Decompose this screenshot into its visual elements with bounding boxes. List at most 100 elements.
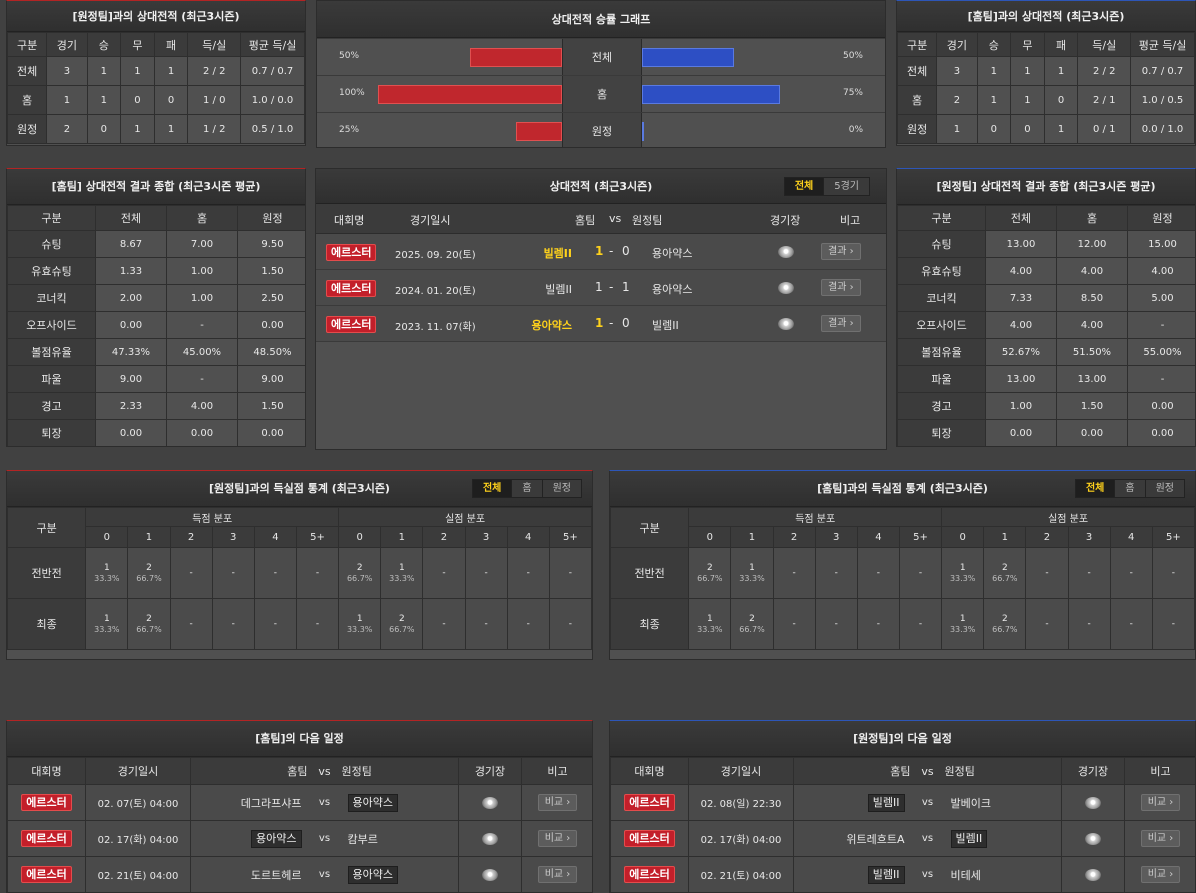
column-header: 홈팀 (190, 757, 308, 785)
scored-cell: - (898, 547, 943, 599)
bucket-header: 3 (464, 526, 508, 548)
compare-button[interactable]: 비교 › (537, 794, 578, 811)
conceded-cell: 1 33.3% (941, 598, 985, 650)
count: - (1045, 567, 1049, 578)
league-badge: 에르스터 (326, 316, 377, 333)
count: 2 (1001, 563, 1008, 573)
compare-button-cell: 비교 › (1124, 856, 1195, 892)
vs-cell: vs (307, 856, 342, 892)
result-button[interactable]: 결과 › (821, 243, 861, 260)
schedule-row[interactable]: 에르스터 02. 08(일) 22:30 빌렘II vs 발베이크 비교 › (610, 784, 1195, 821)
compare-button[interactable]: 비교 › (1140, 830, 1181, 847)
conceded-cell: - (464, 598, 508, 650)
cell-value: 2.33 (95, 392, 167, 420)
stadium-icon[interactable] (778, 246, 794, 258)
cell-value: 1.00 (166, 257, 238, 285)
away-team-cell: 용아약스 (341, 784, 459, 821)
count: - (834, 567, 838, 578)
stadium-icon[interactable] (482, 868, 498, 881)
stadium-icon[interactable] (778, 318, 794, 330)
home-team: 위트레흐트A (846, 832, 905, 846)
tab-home[interactable]: 홈 (511, 480, 541, 497)
match-date-cell: 02. 21(토) 04:00 (85, 856, 191, 892)
schedule-row[interactable]: 에르스터 02. 17(화) 04:00 위트레흐트A vs 빌렘II 비교 › (610, 820, 1195, 857)
conceded-cell: - (506, 598, 550, 650)
result-button[interactable]: 결과 › (821, 315, 861, 332)
away-team: 용아약스 (347, 865, 398, 884)
stadium-icon[interactable] (482, 832, 498, 845)
venue-cell (1061, 784, 1125, 821)
match-row[interactable]: 에르스터 2024. 01. 20(토) 빌렘II 1-1 용아약스 결과 › (316, 270, 886, 306)
goal-stats-right-title: [홈팀]과의 득실점 통계 (최근3시즌) 전체 홈 원정 (610, 471, 1195, 507)
stadium-icon[interactable] (1085, 796, 1101, 809)
tab-five[interactable]: 5경기 (823, 178, 869, 195)
column-header: 구분 (897, 32, 938, 57)
stadium-icon[interactable] (1085, 832, 1101, 845)
count: 2 (706, 563, 713, 573)
cell-value: 0.00 (95, 419, 167, 446)
group-header-row: 구분 득점 분포 실점 분포 (7, 507, 592, 548)
schedule-row[interactable]: 에르스터 02. 21(토) 04:00 도르트헤르 vs 용아약스 비교 › (7, 856, 592, 892)
bucket-header: 1 (730, 526, 774, 548)
cell-value: 1 / 2 (187, 114, 242, 144)
compare-button[interactable]: 비교 › (537, 866, 578, 883)
count: - (792, 618, 796, 629)
compare-button[interactable]: 비교 › (1140, 794, 1181, 811)
count: - (484, 618, 488, 629)
cell-value: 55.00% (1127, 338, 1195, 366)
count: - (1171, 618, 1176, 629)
tab-away[interactable]: 원정 (541, 480, 581, 497)
cell-value: 1.50 (237, 257, 305, 285)
row-label: 퇴장 (897, 419, 986, 446)
right-rate: 75% (842, 88, 863, 98)
match-date-cell: 02. 17(화) 04:00 (85, 820, 191, 857)
column-header: 원정팀 (944, 757, 1062, 785)
compare-button[interactable]: 비교 › (1140, 866, 1181, 883)
match-row[interactable]: 에르스터 2023. 11. 07(화) 용아약스 1-0 빌렘II 결과 › (316, 306, 886, 342)
stadium-icon[interactable] (1085, 868, 1101, 881)
cell-value: - (1127, 311, 1195, 339)
bucket-header: 5+ (1151, 526, 1195, 548)
tab-all[interactable]: 전체 (784, 178, 824, 195)
cell-value: 2 (46, 114, 88, 144)
away-next-title: [원정팀]의 다음 일정 (610, 721, 1195, 757)
tab-home[interactable]: 홈 (1114, 480, 1144, 497)
vs-label: vs (318, 833, 331, 844)
stadium-icon[interactable] (778, 282, 794, 294)
home-team-cell: 도르트헤르 (190, 856, 308, 892)
percentage: 33.3% (949, 574, 976, 583)
match-row[interactable]: 에르스터 2025. 09. 20(토) 빌렘II 1-0 용아약스 결과 › (316, 234, 886, 270)
column-header: 패 (153, 32, 189, 57)
column-header: 평균 득/실 (1130, 32, 1195, 57)
away-rate-bar (642, 48, 734, 67)
column-header: 구분 (7, 32, 48, 57)
tab-away[interactable]: 원정 (1144, 480, 1184, 497)
schedule-row[interactable]: 에르스터 02. 21(토) 04:00 빌렘II vs 비테세 비교 › (610, 856, 1195, 892)
left-rate: 50% (339, 51, 360, 61)
percentage: 66.7% (136, 574, 162, 583)
goal-stats-right-tabs: 전체 홈 원정 (1074, 479, 1185, 498)
schedule-row[interactable]: 에르스터 02. 07(토) 04:00 데그라프샤프 vs 용아약스 비교 › (7, 784, 592, 821)
graph-row: 50% 전체 50% (317, 38, 885, 76)
tab-all[interactable]: 전체 (1075, 480, 1115, 497)
percentage: 66.7% (992, 625, 1018, 634)
table-row: 경고 2.33 4.00 1.50 (7, 392, 305, 420)
tab-all[interactable]: 전체 (472, 480, 512, 497)
cell-value: 1.0 / 0.0 (240, 85, 305, 115)
result-button[interactable]: 결과 › (821, 279, 861, 296)
home-team: 빌렘II (545, 283, 572, 296)
match-date: 2023. 11. 07(화) (395, 322, 476, 333)
stadium-icon[interactable] (482, 796, 498, 809)
percentage: 33.3% (346, 625, 373, 634)
away-h2h-panel: [원정팀]과의 상대전적 (최근3시즌) 구분 경기 승 무 패 득/실 평균 득/실 전체 3… (6, 0, 306, 146)
schedule-row[interactable]: 에르스터 02. 17(화) 04:00 용아약스 vs 캄부르 비교 › (7, 820, 592, 857)
column-header: 경기일시 (85, 757, 191, 785)
scored-cell: - (253, 598, 297, 650)
scored-cell: - (814, 598, 858, 650)
row-label: 슈팅 (897, 230, 986, 258)
match-date: 02. 21(토) 04:00 (700, 871, 782, 882)
conceded-cell: - (1025, 547, 1069, 599)
compare-button[interactable]: 비교 › (537, 830, 578, 847)
match-date: 2024. 01. 20(토) (395, 286, 476, 297)
